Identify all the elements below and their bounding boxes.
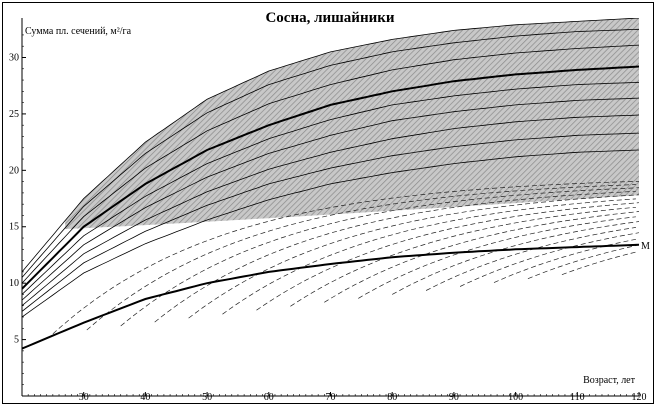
series-label-M: M	[641, 241, 650, 252]
shaded-band	[65, 18, 639, 229]
dashed-guide-curve	[256, 202, 639, 311]
dashed-guide-curve	[527, 244, 639, 280]
dashed-guide-curve	[86, 184, 636, 331]
y-tick-label: 30	[9, 52, 19, 63]
x-tick-label: 50	[202, 392, 212, 403]
dashed-guide-curve	[222, 198, 636, 315]
bold-curve	[22, 65, 639, 290]
y-axis-label: Сумма пл. сечений, м²/га	[25, 26, 132, 37]
y-tick-label: 5	[14, 335, 19, 346]
bold-curve	[22, 243, 639, 350]
x-axis-label: Возраст, лет	[583, 375, 636, 386]
dashed-guide-curve	[188, 194, 639, 319]
y-tick-label: 25	[9, 109, 19, 120]
x-tick-label: 40	[140, 392, 150, 403]
dashed-guide-curve	[290, 206, 636, 307]
thin-curve	[22, 81, 639, 295]
x-tick-label: 90	[449, 392, 459, 403]
thin-curve	[22, 114, 639, 307]
x-tick-label: 80	[387, 392, 397, 403]
dashed-guide-curve	[120, 187, 639, 327]
x-tick-label: 70	[326, 392, 336, 403]
thin-curve	[22, 44, 639, 284]
dashed-guide-curve	[52, 180, 639, 335]
x-tick-label: 30	[79, 392, 89, 403]
y-tick-label: 10	[9, 278, 19, 289]
thin-curve	[22, 28, 639, 278]
y-tick-label: 20	[9, 165, 19, 176]
tick-layer: 30 40 50 60 70 80 90 100 110 120 5 10 15 20 25 30	[9, 34, 647, 403]
dashed-guide-curve	[324, 211, 639, 303]
shaded-band-layer	[65, 18, 639, 229]
thin-curve	[22, 97, 639, 301]
chart-title: Сосна, лишайники	[265, 10, 394, 26]
thin-curve	[22, 149, 639, 318]
dashed-guide-curve	[358, 216, 636, 299]
dashed-guide-layer	[52, 180, 639, 335]
dashed-guide-curve	[425, 227, 636, 291]
chart-frame	[2, 2, 654, 404]
thin-curve	[22, 132, 639, 312]
dashed-guide-curve	[459, 232, 639, 287]
dashed-guide-curve	[154, 190, 636, 323]
x-tick-label: 110	[570, 392, 585, 403]
y-tick-label: 15	[9, 222, 19, 233]
thin-curve	[22, 18, 639, 273]
dashed-guide-curve	[392, 221, 639, 295]
x-tick-label: 120	[632, 392, 647, 403]
dashed-guide-curve	[493, 238, 636, 283]
x-tick-label: 60	[264, 392, 274, 403]
dashed-guide-curve	[561, 251, 636, 276]
x-tick-label: 100	[508, 392, 523, 403]
curve-layer: M	[22, 18, 650, 350]
